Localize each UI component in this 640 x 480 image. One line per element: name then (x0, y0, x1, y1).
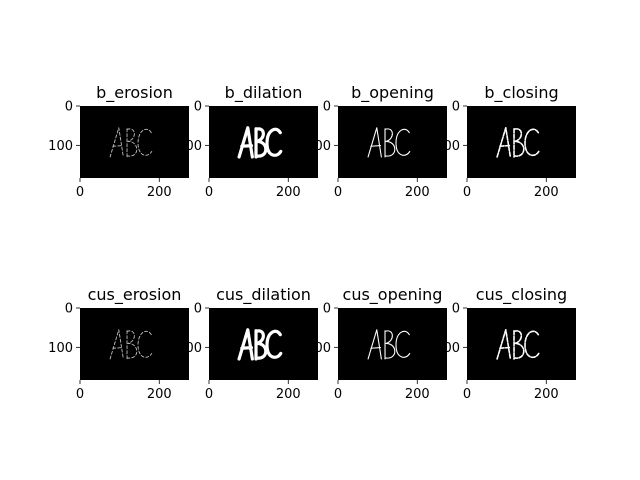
x-tick-label: 200 (534, 387, 559, 402)
x-tick-label: 200 (276, 387, 301, 402)
glyph-a (368, 128, 381, 157)
glyph-a (110, 330, 123, 359)
glyph-b (514, 129, 524, 157)
subplot-title: b_closing (484, 83, 558, 103)
subplot-cus-opening: cus_opening 0 200 0 100 (306, 285, 447, 402)
subplot-cus-closing: cus_closing 0 200 0 100 (435, 285, 576, 402)
y-tick-label: 100 (48, 139, 73, 154)
x-tick-label: 0 (463, 185, 471, 200)
subplot-b-opening: b_opening 0 200 0 100 (306, 83, 447, 200)
glyph-c (525, 129, 539, 155)
image-text-abc (497, 128, 539, 157)
glyph-c (525, 331, 539, 357)
subplot-b-closing: b_closing 0 200 0 100 (435, 83, 576, 200)
y-tick-label: 0 (65, 100, 73, 115)
glyph-a (239, 128, 252, 157)
y-tick-label: 0 (194, 100, 202, 115)
x-tick-label: 0 (205, 387, 213, 402)
glyph-a (239, 330, 252, 359)
y-tick-label: 0 (323, 302, 331, 317)
y-tick-label: 100 (435, 139, 460, 154)
image-area (338, 106, 447, 178)
glyph-c (396, 129, 410, 155)
y-tick-label: 0 (452, 302, 460, 317)
glyph-a (497, 128, 510, 157)
x-tick-label: 0 (463, 387, 471, 402)
image-text-abc (497, 330, 539, 359)
y-tick-label: 100 (306, 139, 331, 154)
y-tick-label: 100 (306, 341, 331, 356)
x-tick-label: 200 (276, 185, 301, 200)
subplot-title: cus_closing (476, 285, 567, 305)
glyph-b (256, 331, 266, 359)
glyph-c (138, 129, 152, 155)
glyph-b (127, 129, 137, 157)
image-text-abc (110, 330, 152, 359)
glyph-b (385, 129, 395, 157)
y-tick-label: 0 (65, 302, 73, 317)
glyph-a (497, 330, 510, 359)
subplot-title: b_opening (351, 83, 434, 103)
glyph-b (127, 331, 137, 359)
subplot-title: cus_erosion (88, 285, 182, 305)
subplot-title: cus_dilation (216, 285, 311, 305)
subplot-b-erosion: b_erosion 0 200 0 100 (48, 83, 189, 200)
image-text-abc (239, 330, 281, 359)
y-tick-label: 100 (435, 341, 460, 356)
glyph-c (396, 331, 410, 357)
y-tick-label: 100 (48, 341, 73, 356)
x-tick-label: 0 (76, 185, 84, 200)
glyph-a (110, 128, 123, 157)
image-area (467, 308, 576, 380)
glyph-a (368, 330, 381, 359)
x-tick-label: 200 (405, 387, 430, 402)
glyph-b (256, 129, 266, 157)
image-text-abc (239, 128, 281, 157)
x-tick-label: 200 (405, 185, 430, 200)
subplot-cus-erosion: cus_erosion 0 200 0 100 (48, 285, 189, 402)
x-tick-label: 0 (76, 387, 84, 402)
glyph-b (514, 331, 524, 359)
x-tick-label: 200 (534, 185, 559, 200)
glyph-b (385, 331, 395, 359)
x-tick-label: 200 (147, 387, 172, 402)
glyph-c (267, 331, 281, 357)
image-area (80, 106, 189, 178)
x-tick-label: 200 (147, 185, 172, 200)
image-text-abc (110, 128, 152, 157)
subplot-title: cus_opening (343, 285, 443, 305)
subplot-title: b_dilation (225, 83, 303, 103)
x-tick-label: 0 (205, 185, 213, 200)
y-tick-label: 0 (194, 302, 202, 317)
subplot-b-dilation: b_dilation 0 200 0 100 (177, 83, 318, 200)
image-area (467, 106, 576, 178)
x-tick-label: 0 (334, 185, 342, 200)
image-text-abc (368, 128, 410, 157)
glyph-c (138, 331, 152, 357)
image-area (80, 308, 189, 380)
y-tick-label: 0 (323, 100, 331, 115)
y-tick-label: 0 (452, 100, 460, 115)
image-area (338, 308, 447, 380)
y-tick-label: 100 (177, 341, 202, 356)
glyph-c (267, 129, 281, 155)
x-tick-label: 0 (334, 387, 342, 402)
subplot-cus-dilation: cus_dilation 0 200 0 100 (177, 285, 318, 402)
y-tick-label: 100 (177, 139, 202, 154)
subplot-title: b_erosion (96, 83, 173, 103)
image-text-abc (368, 330, 410, 359)
